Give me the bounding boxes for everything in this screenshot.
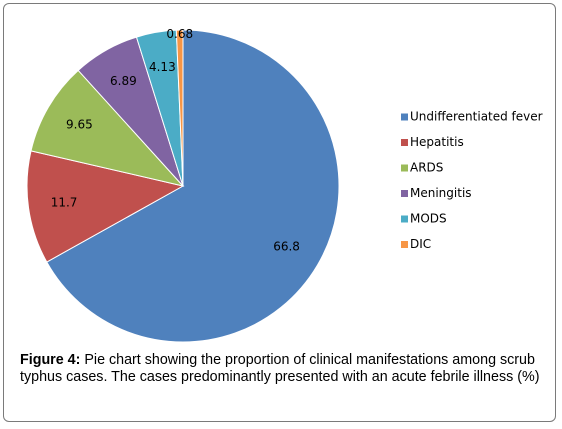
legend-label: DIC	[410, 237, 431, 251]
legend-label: Meningitis	[410, 186, 472, 200]
data-label: 9.65	[66, 118, 93, 132]
caption: Figure 4: Pie chart showing the proporti…	[20, 352, 546, 386]
pie-slice	[46, 29, 340, 343]
legend-swatch	[401, 164, 408, 172]
legend-label: Hepatitis	[410, 135, 464, 149]
legend-swatch	[401, 215, 408, 223]
pie-slice	[30, 69, 185, 187]
pie-slice	[175, 29, 184, 187]
legend-label: Undifferentiated fever	[410, 110, 543, 124]
data-label: 4.13	[149, 60, 176, 74]
legend-swatch	[401, 113, 408, 121]
legend-label: ARDS	[410, 161, 443, 175]
chart: 66.8 11.7 9.65 6.89 4.13 0.68 Undifferentiated…	[26, 27, 543, 343]
legend-swatch	[401, 139, 408, 146]
data-label: 11.7	[51, 195, 78, 209]
figure-frame	[3, 3, 556, 422]
legend-label: MODS	[410, 212, 447, 226]
pie-slice	[26, 150, 185, 263]
data-label: 6.89	[110, 74, 137, 88]
data-label: 0.68	[166, 27, 193, 41]
legend-swatch	[401, 241, 408, 248]
legend-swatch	[401, 190, 408, 197]
caption-text: Pie chart showing the proportion of clin…	[20, 352, 540, 385]
data-label: 66.8	[273, 239, 300, 253]
caption-label: Figure 4:	[20, 352, 81, 368]
